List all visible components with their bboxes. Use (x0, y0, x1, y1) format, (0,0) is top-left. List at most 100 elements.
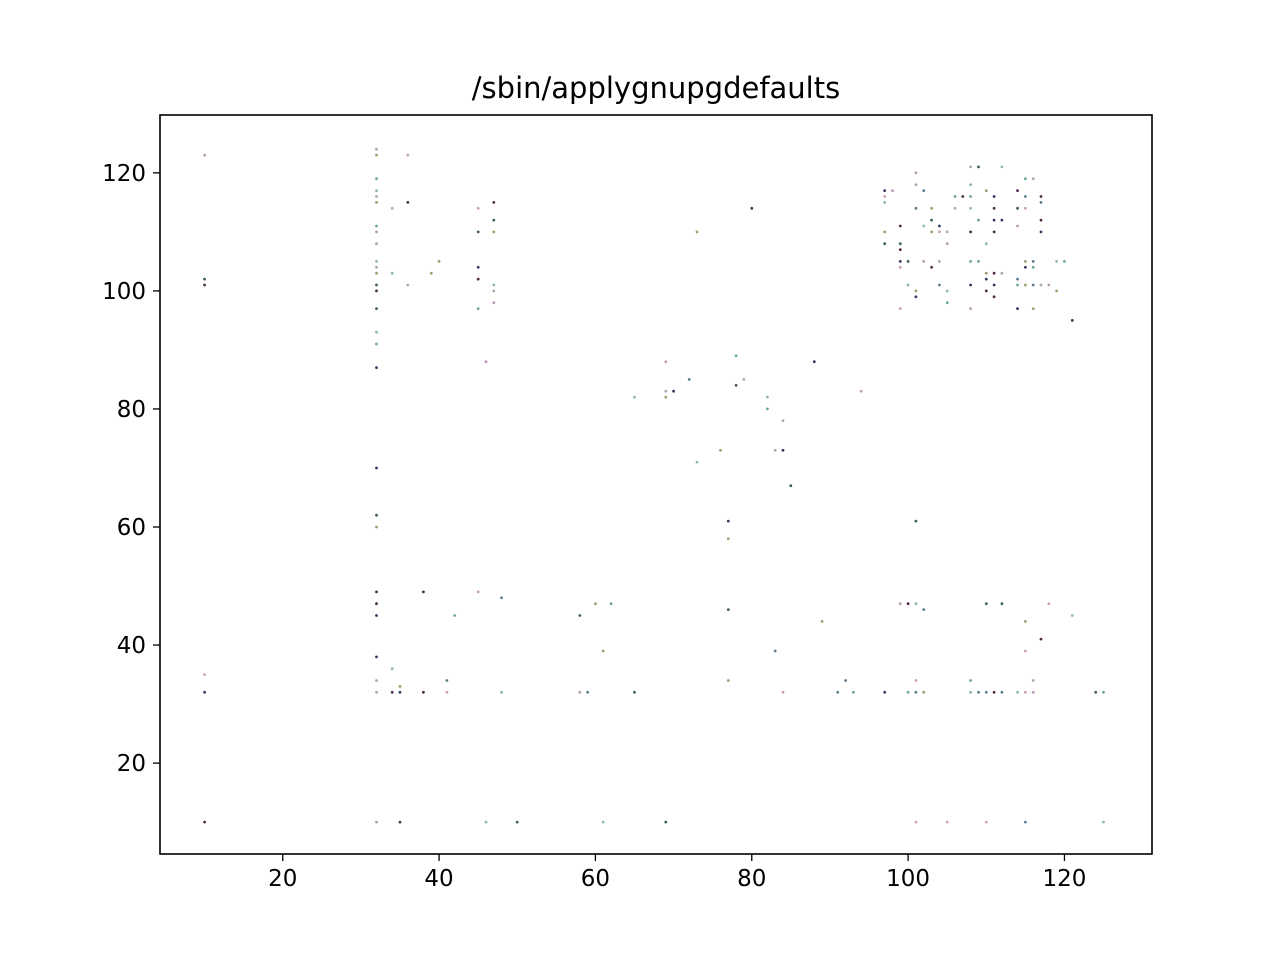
data-point (203, 820, 207, 824)
data-point (398, 685, 402, 688)
x-tick-label: 120 (1042, 866, 1086, 892)
data-point (726, 679, 730, 682)
data-point (1070, 319, 1074, 322)
data-point (492, 218, 496, 222)
data-point (930, 230, 933, 234)
data-point (453, 614, 457, 617)
data-point (1055, 260, 1058, 263)
data-point (398, 820, 402, 824)
data-point (742, 378, 746, 381)
data-point (500, 596, 503, 600)
data-point (375, 283, 378, 287)
data-point (375, 655, 378, 659)
data-point (906, 283, 910, 287)
data-point (1047, 283, 1051, 287)
x-tick-label: 20 (268, 866, 297, 892)
data-point (992, 230, 996, 234)
data-point (883, 195, 887, 198)
data-point (672, 389, 675, 393)
data-point (836, 690, 840, 694)
data-point (1016, 283, 1019, 287)
data-point (906, 602, 910, 606)
data-point (734, 383, 738, 387)
data-point (1024, 260, 1027, 263)
data-point (883, 690, 887, 694)
data-point (969, 679, 972, 682)
data-point (492, 283, 496, 287)
data-point (375, 242, 378, 246)
data-point (695, 230, 699, 234)
data-point (883, 242, 887, 246)
data-point (1000, 690, 1004, 694)
x-tick-label: 80 (737, 866, 766, 892)
data-point (375, 224, 378, 228)
data-point (1024, 195, 1027, 198)
data-point (984, 289, 988, 293)
data-point (938, 230, 941, 234)
data-point (969, 206, 972, 210)
data-point (375, 590, 378, 594)
data-point (390, 667, 394, 671)
data-point (375, 195, 378, 198)
data-point (1024, 177, 1027, 181)
data-point (203, 673, 207, 676)
data-point (773, 649, 777, 653)
data-point (1031, 690, 1035, 694)
data-point (773, 448, 777, 452)
data-point (1024, 206, 1027, 210)
data-point (1000, 271, 1004, 275)
data-point (492, 289, 496, 293)
data-point (766, 407, 769, 411)
data-point (1000, 218, 1004, 222)
data-point (977, 260, 980, 263)
data-point (390, 206, 394, 210)
data-point (969, 690, 972, 694)
data-point (1047, 602, 1051, 606)
data-point (930, 265, 933, 269)
data-point (375, 177, 378, 181)
data-point (375, 466, 378, 470)
data-point (492, 201, 496, 204)
chart-title: /sbin/applygnupgdefaults (472, 71, 840, 105)
data-point (898, 307, 902, 310)
data-point (984, 820, 988, 824)
data-point (961, 195, 965, 198)
data-point (1031, 265, 1035, 269)
data-point (992, 218, 996, 222)
data-point (476, 265, 480, 269)
data-point (1016, 277, 1019, 281)
data-point (203, 153, 207, 157)
data-point (922, 690, 926, 694)
data-point (422, 590, 425, 594)
data-point (906, 690, 910, 694)
data-point (375, 289, 378, 293)
data-point (375, 525, 378, 529)
data-point (1016, 224, 1019, 228)
data-point (476, 590, 480, 594)
data-point (922, 608, 926, 611)
data-point (726, 519, 730, 523)
data-point (898, 602, 902, 606)
data-point (1024, 690, 1027, 694)
data-point (601, 820, 605, 824)
data-point (992, 206, 996, 210)
data-point (922, 189, 926, 193)
data-point (938, 283, 941, 287)
y-tick-label: 20 (117, 751, 146, 777)
data-point (1024, 620, 1027, 623)
data-point (883, 201, 887, 204)
data-point (1024, 265, 1027, 269)
data-point (390, 690, 394, 694)
data-point (406, 153, 410, 157)
data-point (375, 513, 378, 517)
data-point (898, 242, 902, 246)
data-point (781, 448, 785, 452)
data-point (375, 147, 378, 151)
data-point (1039, 283, 1043, 287)
y-tick-label: 100 (102, 279, 146, 305)
data-point (984, 602, 988, 606)
data-point (476, 307, 480, 310)
data-point (969, 195, 972, 198)
data-point (789, 484, 793, 488)
data-point (726, 537, 730, 541)
